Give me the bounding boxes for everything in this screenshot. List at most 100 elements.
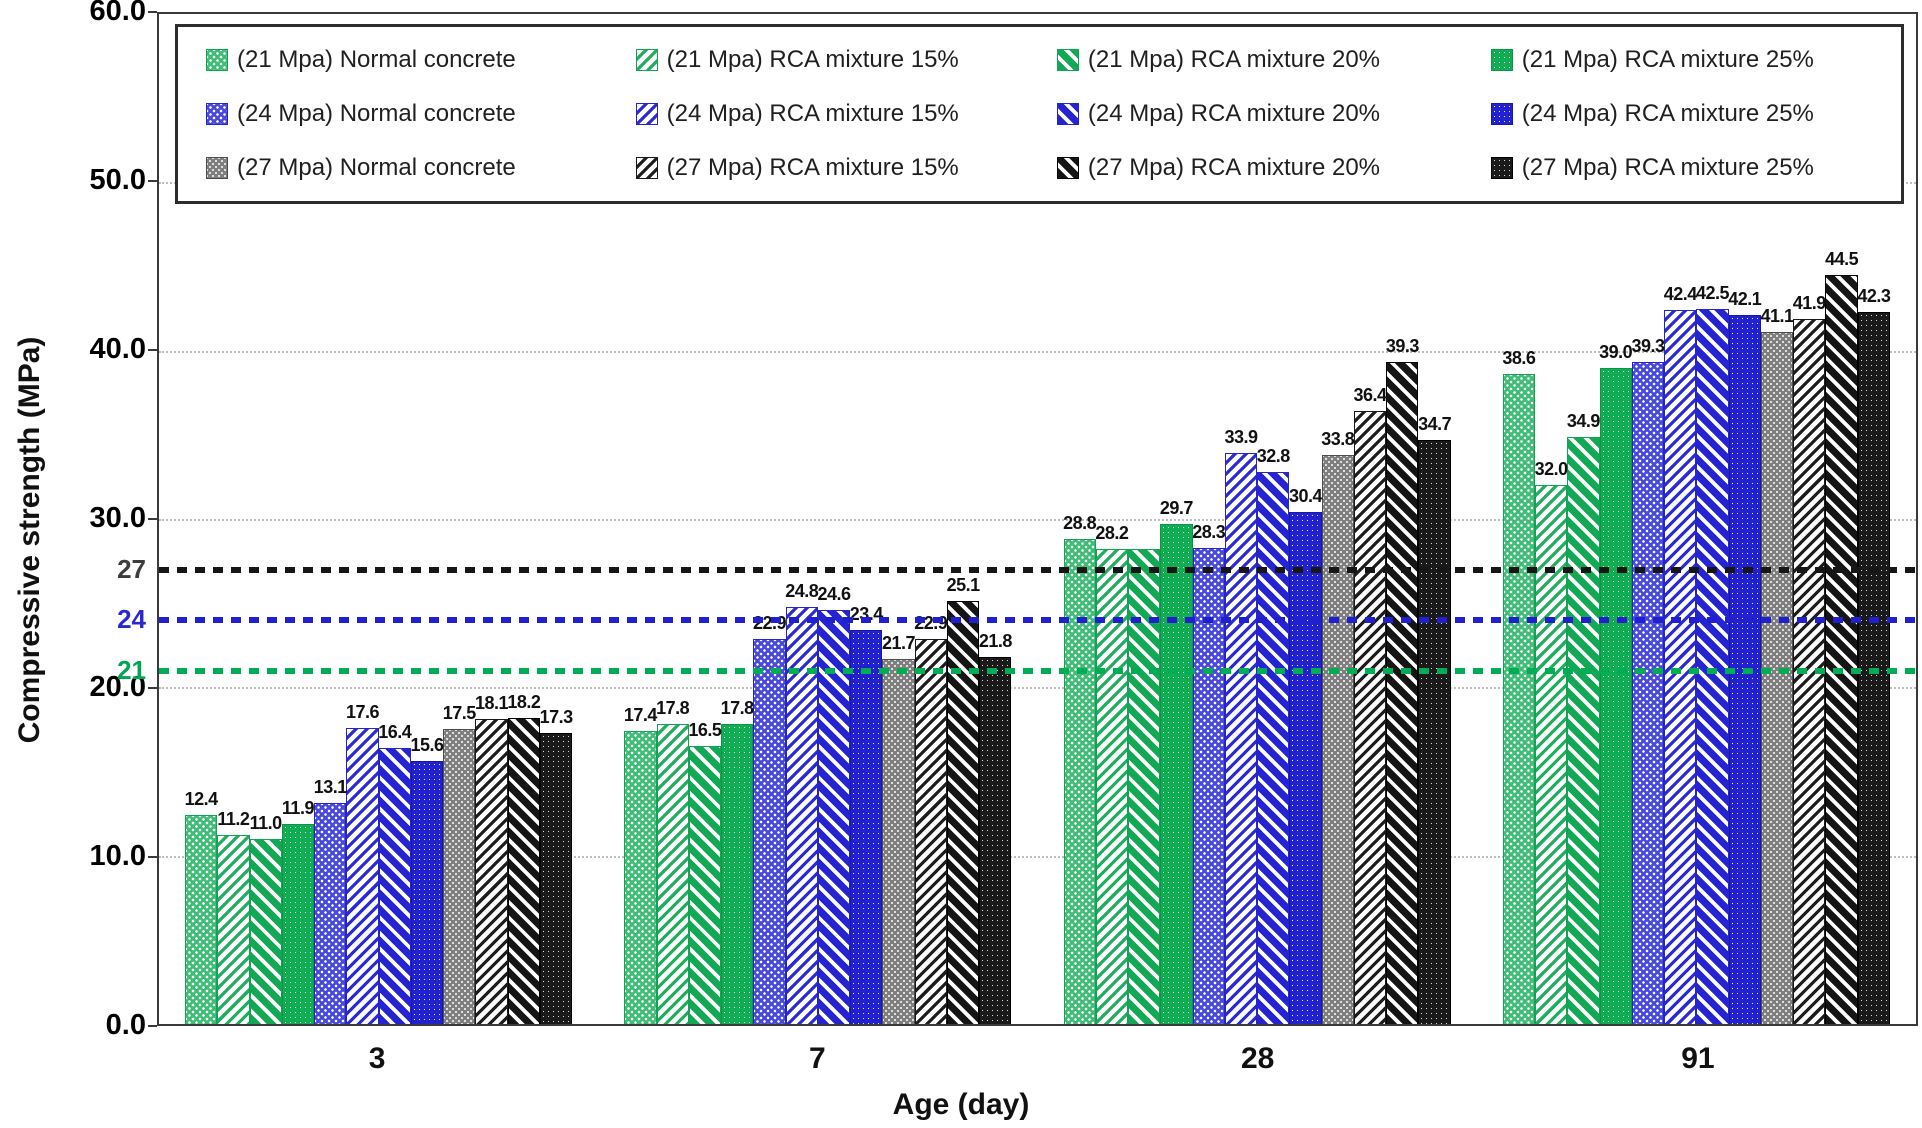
bar-28d-k-25 [1418, 439, 1451, 1024]
y-tick-60.0: 60.0 [89, 0, 146, 27]
y-tickmark [148, 856, 157, 859]
bar-91d-g-25 [1599, 367, 1632, 1024]
x-tick-28: 28 [1240, 1042, 1275, 1075]
bar-7d-b-15 [785, 606, 818, 1024]
bar-3d-k-20 [507, 717, 540, 1024]
bar-7d-k-n [882, 658, 915, 1024]
bar-value-label: 16.4 [378, 721, 412, 742]
bar-value-label: 39.3 [1631, 336, 1665, 357]
bar-28d-g-15 [1095, 549, 1129, 1024]
bar-value-label: 17.3 [539, 706, 574, 727]
bar-28d-b-15 [1224, 453, 1258, 1024]
bars-91d: 38.6 32.0 34.9 39.0 39.3 42.4 42.5 42.1 41.1 41.9… [1502, 14, 1891, 1024]
bar-7d-g-20 [688, 746, 722, 1024]
bar-value-label: 16.5 [688, 720, 722, 741]
legend-swatch-icon [1056, 157, 1079, 179]
legend-item: (24 Mpa) RCA mixture 20% [1056, 100, 1491, 128]
bar-value-label: 17.5 [442, 703, 477, 724]
bar-value-label: 17.6 [345, 701, 380, 722]
legend-swatch-icon [206, 103, 228, 125]
y-tick-30.0: 30.0 [89, 502, 146, 534]
bar-value-label: 17.8 [656, 698, 690, 719]
legend-swatch-icon [635, 157, 658, 179]
bar-value-label: 41.1 [1760, 306, 1795, 327]
bar-value-label: 12.4 [184, 789, 219, 810]
legend-label: (24 Mpa) RCA mixture 15% [666, 100, 959, 127]
bar-91d-g-15 [1535, 485, 1568, 1024]
legend-swatch-icon [206, 49, 228, 71]
y-tickmark [148, 518, 157, 521]
bar-value-label: 30.4 [1289, 486, 1323, 507]
bar-value-label: 21.7 [882, 632, 916, 653]
legend-swatch-icon [1490, 103, 1513, 125]
bar-value-label: 25.1 [946, 575, 981, 596]
x-tick-91: 91 [1681, 1042, 1715, 1075]
bar-value-label: 18.1 [475, 693, 509, 714]
bar-91d-g-n [1502, 374, 1536, 1024]
bar-value-label: 41.9 [1792, 292, 1827, 313]
bar-value-label: 15.6 [410, 735, 445, 756]
bar-value-label: 29.7 [1159, 498, 1194, 519]
bar-3d-b-20 [378, 747, 411, 1024]
y-label-24: 24 [117, 604, 146, 635]
bar-value-label: 38.6 [1502, 348, 1536, 369]
y-label-27: 27 [117, 553, 146, 584]
bar-3d-g-n [185, 815, 218, 1024]
legend-item: (21 Mpa) RCA mixture 15% [635, 46, 1057, 74]
legend-label: (21 Mpa) RCA mixture 25% [1521, 46, 1814, 73]
bar-value-label: 39.0 [1599, 341, 1633, 362]
y-tickmark [148, 687, 157, 690]
bar-28d-b-n [1192, 547, 1225, 1024]
legend-label: (21 Mpa) RCA mixture 20% [1087, 46, 1381, 73]
legend-item: (27 Mpa) Normal concrete [206, 154, 636, 182]
y-tick-0.0: 0.0 [105, 1009, 146, 1041]
bar-91d-k-20 [1825, 274, 1858, 1024]
legend-label: (21 Mpa) Normal concrete [237, 46, 516, 73]
bar-value-label: 28.8 [1063, 513, 1097, 534]
legend-item: (21 Mpa) RCA mixture 25% [1490, 46, 1891, 74]
bar-28d-k-15 [1353, 411, 1387, 1024]
reference-line-27 [159, 566, 1916, 573]
bar-group-91d: 38.6 32.0 34.9 39.0 39.3 42.4 42.5 42.1 41.1 41.9… [1477, 14, 1916, 1024]
legend-label: (27 Mpa) RCA mixture 15% [666, 154, 959, 181]
bar-value-label: 28.3 [1192, 521, 1226, 542]
legend-label: (27 Mpa) RCA mixture 20% [1087, 154, 1381, 181]
gridline-30 [159, 519, 1916, 521]
legend-swatch-icon [1056, 49, 1079, 71]
bar-group-3d: 12.4 11.2 11.0 11.9 13.1 17.6 16.4 15.6 17.5 18.1… [159, 14, 598, 1024]
bar-7d-b-25 [850, 630, 883, 1024]
bar-value-label: 17.4 [623, 705, 658, 726]
y-tick-40.0: 40.0 [89, 333, 146, 365]
bar-value-label: 34.9 [1566, 410, 1601, 431]
legend-swatch-icon [206, 157, 228, 179]
bar-28d-b-25 [1289, 512, 1322, 1024]
bar-value-label: 21.8 [978, 631, 1013, 652]
bar-7d-g-15 [656, 724, 689, 1024]
y-tickmark [148, 1025, 157, 1028]
bar-value-label: 42.4 [1663, 284, 1698, 305]
bar-value-label: 42.3 [1857, 285, 1891, 306]
bar-7d-k-15 [914, 638, 947, 1024]
bar-value-label: 33.9 [1224, 427, 1258, 448]
legend-item: (24 Mpa) RCA mixture 25% [1490, 100, 1891, 128]
bar-91d-g-20 [1567, 436, 1600, 1024]
bar-91d-b-15 [1664, 310, 1697, 1024]
y-tickmark [148, 180, 157, 183]
y-tick-10.0: 10.0 [89, 840, 146, 872]
bar-7d-b-20 [817, 609, 851, 1024]
y-tick-20.0: 20.0 [89, 671, 146, 703]
bar-value-label: 13.1 [313, 777, 348, 798]
legend-swatch-icon [635, 103, 658, 125]
gridline-20 [159, 687, 1916, 690]
bar-91d-k-n [1760, 332, 1794, 1024]
bar-7d-g-25 [721, 724, 754, 1024]
legend-item: (27 Mpa) RCA mixture 20% [1056, 154, 1491, 182]
y-tickmark [148, 349, 157, 352]
bar-value-label: 39.3 [1385, 336, 1420, 357]
legend-label: (21 Mpa) RCA mixture 15% [666, 46, 959, 73]
legend-item: (21 Mpa) Normal concrete [206, 46, 636, 74]
bar-value-label: 11.0 [249, 812, 283, 833]
legend-label: (24 Mpa) Normal concrete [237, 100, 516, 127]
legend-swatch-icon [1490, 49, 1513, 71]
legend-swatch-icon [1490, 157, 1513, 179]
